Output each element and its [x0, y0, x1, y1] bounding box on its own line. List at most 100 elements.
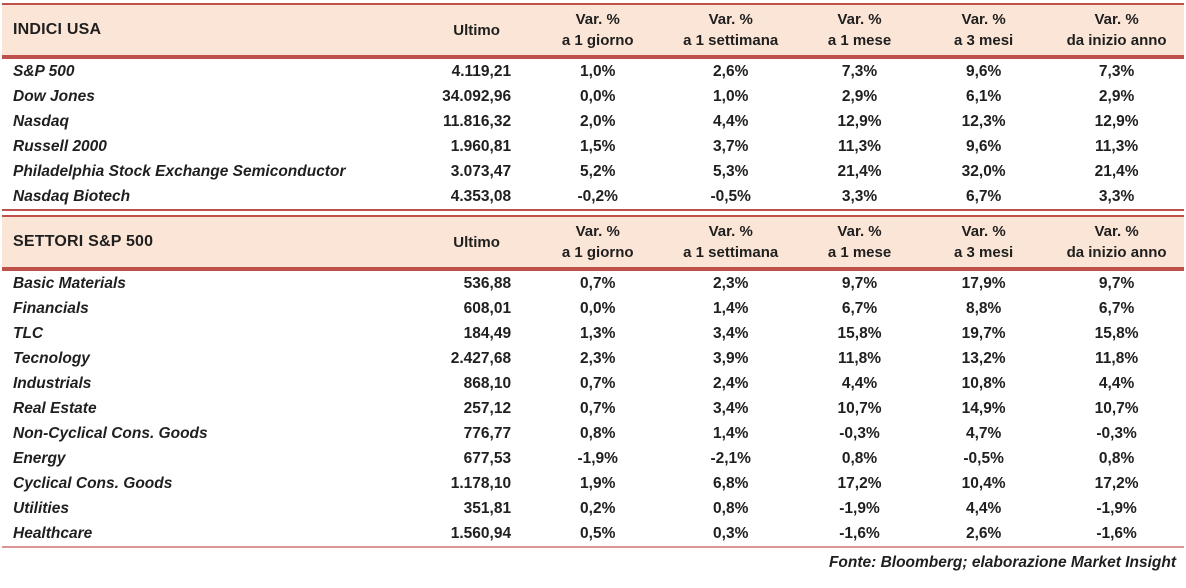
- row-name-cell: Dow Jones: [13, 88, 95, 105]
- last-value-cell: 4.119,21: [451, 63, 512, 80]
- table-row: TLC 184,49 1,3% 3,4% 15,8% 19,7% 15,8%: [2, 321, 1184, 346]
- change-1month-cell: 0,8%: [841, 450, 878, 467]
- change-1day-cell: 2,0%: [580, 113, 616, 130]
- table-row: Russell 2000 1.960,81 1,5% 3,7% 11,3% 9,…: [2, 134, 1184, 159]
- change-ytd-cell: 6,7%: [1098, 300, 1135, 317]
- change-ytd-cell: 0,8%: [1098, 450, 1135, 467]
- last-value-cell: 776,77: [463, 425, 512, 442]
- change-ytd-cell: -0,3%: [1096, 425, 1137, 442]
- change-1day-cell: 1,5%: [580, 138, 616, 155]
- var-label: Var. %: [837, 223, 882, 240]
- period-label: a 1 mese: [827, 244, 892, 261]
- change-1month-cell: 17,2%: [837, 475, 882, 492]
- column-header-var-3months: Var. % a 3 mesi: [918, 221, 1049, 263]
- change-ytd-cell: 17,2%: [1094, 475, 1139, 492]
- var-label: Var. %: [708, 11, 753, 28]
- var-label: Var. %: [837, 11, 882, 28]
- table-row: S&P 500 4.119,21 1,0% 2,6% 7,3% 9,6% 7,3…: [2, 59, 1184, 84]
- change-3months-cell: 2,6%: [965, 525, 1002, 542]
- last-value-cell: 1.960,81: [450, 138, 512, 155]
- change-3months-cell: 10,8%: [961, 375, 1006, 392]
- change-3months-cell: 19,7%: [961, 325, 1006, 342]
- column-header-var-1month: Var. % a 1 mese: [801, 9, 918, 51]
- last-value-cell: 11.816,32: [442, 113, 512, 130]
- settori-sp500-header: SETTORI S&P 500 Ultimo Var. % a 1 giorno…: [2, 217, 1184, 267]
- var-label: Var. %: [961, 223, 1006, 240]
- table-row: Basic Materials 536,88 0,7% 2,3% 9,7% 17…: [2, 271, 1184, 296]
- table-row: Philadelphia Stock Exchange Semiconducto…: [2, 159, 1184, 184]
- change-3months-cell: 17,9%: [961, 275, 1006, 292]
- period-label: da inizio anno: [1066, 32, 1167, 49]
- change-ytd-cell: 3,3%: [1098, 188, 1135, 205]
- change-1week-cell: 3,9%: [713, 350, 749, 367]
- table-row: Non-Cyclical Cons. Goods 776,77 0,8% 1,4…: [2, 421, 1184, 446]
- last-value-cell: 536,88: [463, 275, 512, 292]
- change-1day-cell: 0,8%: [580, 425, 616, 442]
- change-1month-cell: 10,7%: [837, 400, 882, 417]
- change-3months-cell: 32,0%: [961, 163, 1006, 180]
- period-label: a 1 mese: [827, 32, 892, 49]
- change-1week-cell: 1,4%: [713, 425, 749, 442]
- table-row: Utilities 351,81 0,2% 0,8% -1,9% 4,4% -1…: [2, 496, 1184, 521]
- change-1week-cell: 5,3%: [713, 163, 749, 180]
- last-value-cell: 351,81: [463, 500, 512, 517]
- var-label: Var. %: [961, 11, 1006, 28]
- table-bottom-rule: [2, 546, 1184, 548]
- row-name-cell: Basic Materials: [13, 275, 126, 292]
- source-note: Fonte: Bloomberg; elaborazione Market In…: [828, 554, 1176, 571]
- row-name-cell: Russell 2000: [13, 138, 107, 155]
- last-value-cell: 868,10: [463, 375, 512, 392]
- period-label: a 1 settimana: [683, 244, 779, 261]
- change-1day-cell: 2,3%: [580, 350, 616, 367]
- change-3months-cell: 13,2%: [961, 350, 1006, 367]
- last-value-cell: 184,49: [463, 325, 512, 342]
- period-label: a 3 mesi: [954, 244, 1014, 261]
- period-label: a 3 mesi: [954, 32, 1014, 49]
- change-1day-cell: 0,7%: [580, 275, 616, 292]
- last-value-cell: 1.178,10: [450, 475, 512, 492]
- column-header-var-1day: Var. % a 1 giorno: [535, 221, 660, 263]
- header-double-rule: [2, 55, 1184, 59]
- change-1week-cell: 6,8%: [713, 475, 749, 492]
- row-name-cell: Tecnology: [13, 350, 90, 367]
- change-ytd-cell: 21,4%: [1094, 163, 1139, 180]
- period-label: a 1 settimana: [683, 32, 779, 49]
- last-value-cell: 3.073,47: [450, 163, 512, 180]
- change-ytd-cell: 12,9%: [1094, 113, 1139, 130]
- change-1day-cell: 5,2%: [580, 163, 616, 180]
- row-name-cell: Nasdaq: [13, 113, 69, 130]
- change-ytd-cell: 2,9%: [1098, 88, 1135, 105]
- row-name-cell: S&P 500: [13, 63, 75, 80]
- column-header-last: Ultimo: [453, 21, 500, 39]
- change-ytd-cell: 15,8%: [1094, 325, 1139, 342]
- table-row: Cyclical Cons. Goods 1.178,10 1,9% 6,8% …: [2, 471, 1184, 496]
- change-1month-cell: -1,9%: [839, 500, 880, 517]
- last-value-cell: 677,53: [463, 450, 512, 467]
- row-name-cell: Healthcare: [13, 525, 93, 542]
- row-name-cell: TLC: [13, 325, 44, 342]
- change-1day-cell: 1,0%: [580, 63, 616, 80]
- change-1month-cell: 2,9%: [841, 88, 878, 105]
- change-1day-cell: 0,0%: [580, 300, 616, 317]
- table-row: Energy 677,53 -1,9% -2,1% 0,8% -0,5% 0,8…: [2, 446, 1184, 471]
- change-1month-cell: 9,7%: [841, 275, 878, 292]
- change-1week-cell: 1,0%: [713, 88, 749, 105]
- section-settori-sp500: SETTORI S&P 500 Ultimo Var. % a 1 giorno…: [2, 215, 1184, 548]
- indici-usa-header: INDICI USA Ultimo Var. % a 1 giorno Var.…: [2, 5, 1184, 55]
- table-row: Industrials 868,10 0,7% 2,4% 4,4% 10,8% …: [2, 371, 1184, 396]
- change-ytd-cell: 4,4%: [1098, 375, 1135, 392]
- change-ytd-cell: 7,3%: [1098, 63, 1135, 80]
- change-1week-cell: 3,4%: [713, 325, 749, 342]
- row-name-cell: Real Estate: [13, 400, 97, 417]
- period-label: a 1 giorno: [561, 244, 634, 261]
- change-ytd-cell: -1,6%: [1096, 525, 1137, 542]
- change-1week-cell: 2,6%: [713, 63, 749, 80]
- change-1month-cell: 21,4%: [837, 163, 882, 180]
- last-value-cell: 4.353,08: [450, 188, 512, 205]
- var-label: Var. %: [1094, 223, 1139, 240]
- table-row: Healthcare 1.560,94 0,5% 0,3% -1,6% 2,6%…: [2, 521, 1184, 546]
- table-title: INDICI USA: [13, 21, 102, 38]
- last-value-cell: 1.560,94: [450, 525, 512, 542]
- settori-sp500-rows: Basic Materials 536,88 0,7% 2,3% 9,7% 17…: [2, 271, 1184, 546]
